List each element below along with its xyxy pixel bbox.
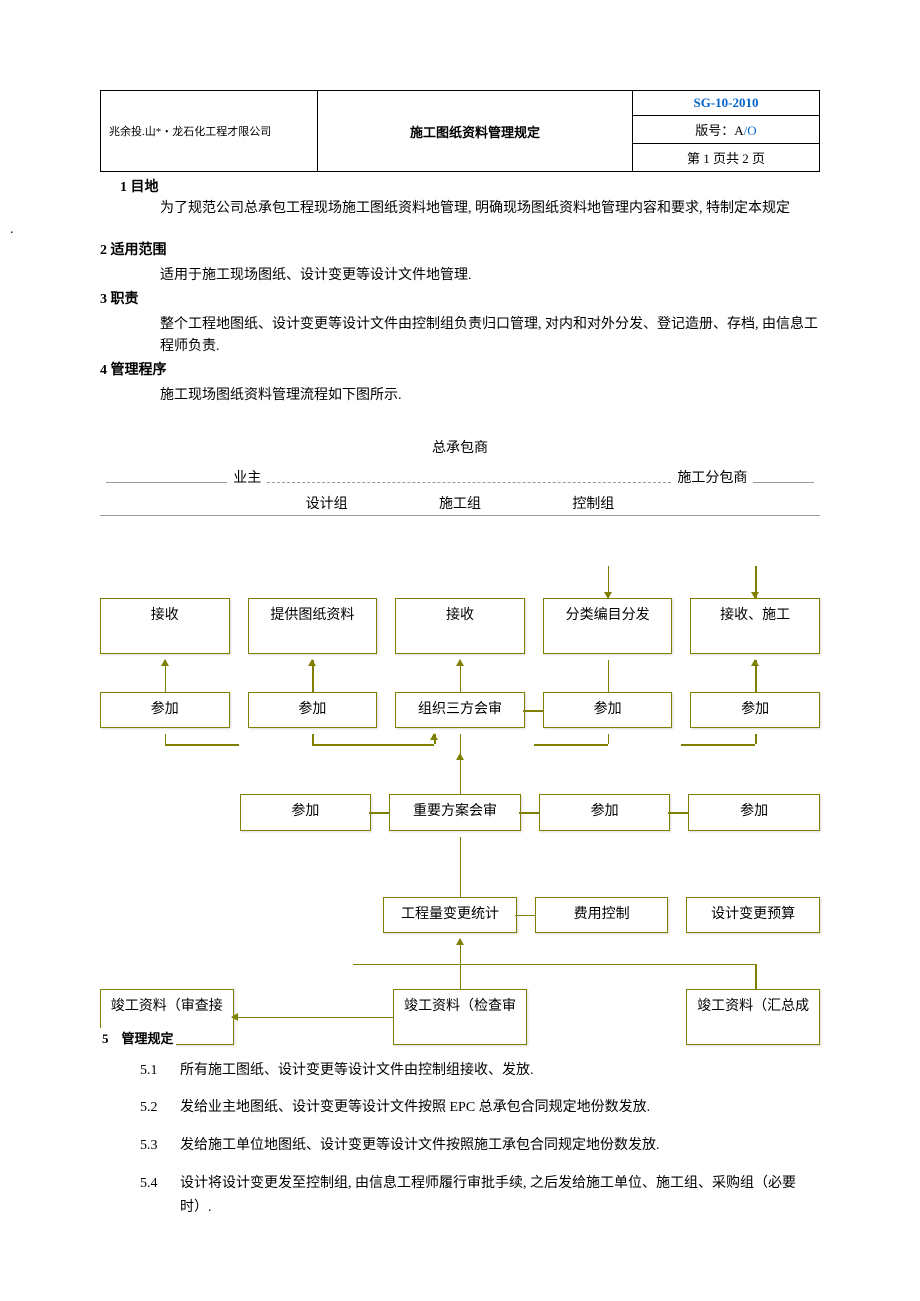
flow-col-2: 施工组 xyxy=(439,493,481,513)
rule-number: 5.2 xyxy=(140,1096,180,1120)
section-4-body: 施工现场图纸资料管理流程如下图所示. xyxy=(160,385,820,407)
section-3-body: 整个工程地图纸、设计变更等设计文件由控制组负责归口管理, 对内和对外分发、登记造… xyxy=(160,314,820,359)
doc-code-cell: SG-10-2010 xyxy=(633,91,820,116)
box-r4c5: 设计变更预算 xyxy=(686,897,820,933)
box-r1c5: 接收、施工 xyxy=(690,598,820,654)
flow-row-1: 接收 提供图纸资料 接收 分类编目分发 接收、施工 xyxy=(100,598,820,654)
company-name: 兆余投.山*・龙石化工程才限公司 xyxy=(109,123,309,139)
section-3-heading: 3 职责 xyxy=(100,289,820,311)
rule-item: 5.3 发给施工单位地图纸、设计变更等设计文件按照施工承包合同规定地份数发放. xyxy=(140,1134,820,1158)
section-2-body: 适用于施工现场图纸、设计变更等设计文件地管理. xyxy=(160,265,820,287)
box-r2c3: 组织三方会审 xyxy=(395,692,525,728)
flow-row-2: 参加 参加 组织三方会审 参加 参加 xyxy=(100,692,820,728)
version-label: 版号：A xyxy=(695,123,743,138)
flow-top-label: 总承包商 xyxy=(100,437,820,457)
box-r1c1: 接收 xyxy=(100,598,230,654)
box-r5c5: 竣工资料（汇总成 xyxy=(686,989,820,1045)
flow-row-5: 竣工资料（审查接 竣工资料（检查审 竣工资料（汇总成 5 管理规定 xyxy=(100,989,820,1045)
box-r2c1: 参加 xyxy=(100,692,230,728)
box-r4c3: 工程量变更统计 xyxy=(383,897,517,933)
rule-item: 5.2 发给业主地图纸、设计变更等设计文件按照 EPC 总承包合同规定地份数发放… xyxy=(140,1096,820,1120)
box-r2c4: 参加 xyxy=(543,692,673,728)
box-r5c3: 竣工资料（检查审 xyxy=(393,989,527,1045)
rule-text: 发给业主地图纸、设计变更等设计文件按照 EPC 总承包合同规定地份数发放. xyxy=(180,1096,820,1120)
box-r3c4: 参加 xyxy=(539,794,671,830)
document-title: 施工图纸资料管理规定 xyxy=(318,91,633,172)
box-r1c2: 提供图纸资料 xyxy=(248,598,378,654)
section-1-heading: 1 目地 xyxy=(120,176,820,196)
flow-col-1: 设计组 xyxy=(306,493,348,513)
version-suffix: /O xyxy=(744,123,757,138)
flow-left-label: 业主 xyxy=(233,467,261,487)
section-5-heading: 5 管理规定 xyxy=(100,1028,176,1047)
box-r3c2: 参加 xyxy=(240,794,372,830)
flow-row-3: 参加 重要方案会审 参加 参加 xyxy=(100,794,820,830)
box-r2c5: 参加 xyxy=(690,692,820,728)
rule-text: 发给施工单位地图纸、设计变更等设计文件按照施工承包合同规定地份数发放. xyxy=(180,1134,820,1158)
rule-number: 5.1 xyxy=(140,1059,180,1083)
page-info: 第 1 页共 2 页 xyxy=(633,144,820,172)
section-4-heading: 4 管理程序 xyxy=(100,360,820,382)
rule-text: 所有施工图纸、设计变更等设计文件由控制组接收、发放. xyxy=(180,1059,820,1083)
box-r1c3: 接收 xyxy=(395,598,525,654)
flow-row-4: 工程量变更统计 费用控制 设计变更预算 xyxy=(100,897,820,933)
box-r1c4: 分类编目分发 xyxy=(543,598,673,654)
box-r3c3: 重要方案会审 xyxy=(389,794,521,830)
box-r3c5: 参加 xyxy=(688,794,820,830)
rule-text: 设计将设计变更发至控制组, 由信息工程师履行审批手续, 之后发给施工单位、施工组… xyxy=(180,1172,820,1220)
rule-item: 5.1 所有施工图纸、设计变更等设计文件由控制组接收、发放. xyxy=(140,1059,820,1083)
doc-code: SG-10-2010 xyxy=(694,95,759,110)
section-1-body: 为了规范公司总承包工程现场施工图纸资料地管理, 明确现场图纸资料地管理内容和要求… xyxy=(160,198,820,220)
flow-underline xyxy=(100,515,820,516)
flowchart: 接收 提供图纸资料 接收 分类编目分发 接收、施工 参加 参加 组织三方会审 参… xyxy=(100,566,820,1045)
flow-right-label: 施工分包商 xyxy=(677,467,747,487)
rule-number: 5.4 xyxy=(140,1172,180,1220)
flow-col-3: 控制组 xyxy=(572,493,614,513)
header-company-cell: 兆余投.山*・龙石化工程才限公司 xyxy=(101,91,318,172)
rule-number: 5.3 xyxy=(140,1134,180,1158)
flow-parties-row: 业主 施工分包商 xyxy=(100,467,820,487)
rule-item: 5.4 设计将设计变更发至控制组, 由信息工程师履行审批手续, 之后发给施工单位… xyxy=(140,1172,820,1220)
box-r4c4: 费用控制 xyxy=(535,897,669,933)
version-cell: 版号：A/O xyxy=(633,116,820,144)
box-r2c2: 参加 xyxy=(248,692,378,728)
flow-columns-row: 设计组 施工组 控制组 xyxy=(100,493,820,513)
document-header: 兆余投.山*・龙石化工程才限公司 施工图纸资料管理规定 SG-10-2010 版… xyxy=(100,90,820,172)
period: . xyxy=(10,222,820,238)
section-2-heading: 2 适用范围 xyxy=(100,240,820,262)
rules-list: 5.1 所有施工图纸、设计变更等设计文件由控制组接收、发放. 5.2 发给业主地… xyxy=(140,1059,820,1220)
